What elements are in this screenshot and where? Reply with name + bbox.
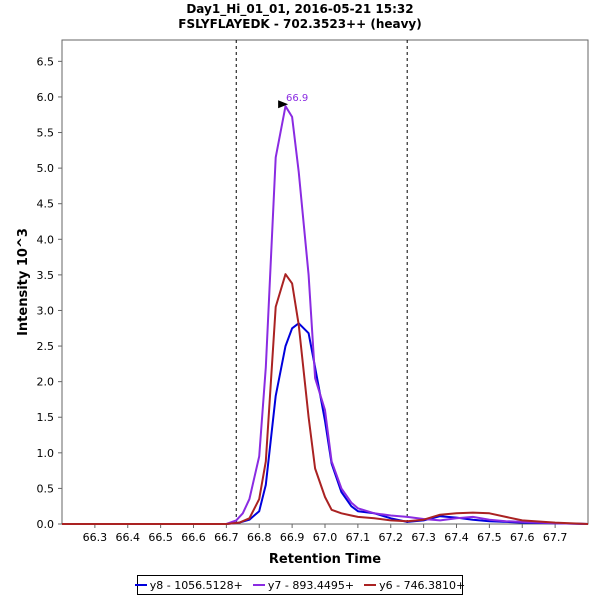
y-tick-label: 5.0	[37, 162, 55, 175]
y-tick-label: 1.0	[37, 447, 55, 460]
legend-swatch	[252, 584, 265, 586]
legend-swatch	[134, 584, 147, 586]
x-tick-label: 67.3	[411, 531, 436, 544]
y-tick-label: 3.0	[37, 304, 55, 317]
x-tick-label: 66.6	[181, 531, 206, 544]
series-line-y6	[62, 273, 589, 525]
integration-boundaries	[235, 40, 408, 524]
x-tick-label: 66.4	[116, 531, 141, 544]
x-tick-label: 67.1	[346, 531, 371, 544]
x-tick-label: 66.9	[280, 531, 305, 544]
y-tick-label: 4.5	[37, 198, 55, 211]
y-axis: 0.0 0.5 1.0 1.5 2.0 2.5 3.0 3.5 4.0 4.5 5.0 5.5 6.0 6…	[37, 55, 62, 531]
x-tick-label: 67.5	[477, 531, 502, 544]
chart-legend: y8 - 1056.5128+ y7 - 893.4495+ y6 - 746.38…	[134, 575, 465, 595]
x-tick-label: 66.3	[83, 531, 108, 544]
series-lines	[62, 105, 589, 525]
y-tick-label: 0.0	[37, 518, 55, 531]
legend-label: y7 - 893.4495+	[267, 578, 355, 592]
legend-label: y8 - 1056.5128+	[149, 578, 243, 592]
y-tick-label: 1.5	[37, 411, 55, 424]
y-tick-label: 6.0	[37, 91, 55, 104]
peak-label: 66.9	[286, 93, 308, 104]
x-tick-label: 66.8	[247, 531, 272, 544]
chart-subtitle: FSLYFLAYEDK - 702.3523++ (heavy)	[178, 17, 421, 31]
legend-item: y7 - 893.4495+	[252, 578, 355, 592]
y-tick-label: 3.5	[37, 269, 55, 282]
y-tick-label: 2.0	[37, 376, 55, 389]
x-tick-label: 67.0	[313, 531, 338, 544]
x-tick-label: 67.6	[510, 531, 535, 544]
plot-area	[61, 39, 589, 525]
y-tick-label: 0.5	[37, 482, 55, 495]
y-tick-label: 5.5	[37, 127, 55, 140]
x-tick-label: 67.2	[379, 531, 404, 544]
chart-canvas: Day1_Hi_01_01, 2016-05-21 15:32 FSLYFLAY…	[16, 2, 589, 567]
y-tick-label: 4.0	[37, 233, 55, 246]
peak-arrow-icon	[278, 100, 289, 109]
x-tick-label: 67.4	[444, 531, 469, 544]
x-tick-label: 66.7	[214, 531, 239, 544]
x-axis-label: Retention Time	[269, 552, 381, 567]
legend-item: y8 - 1056.5128+	[134, 578, 243, 592]
y-axis-label: Intensity 10^3	[16, 228, 31, 336]
x-axis: 66.3 66.4 66.5 66.6 66.7 66.8 66.9 67.0 67.1 67.2…	[83, 524, 568, 544]
peak-annotation: 66.9	[278, 93, 308, 109]
legend-label: y6 - 746.3810+	[379, 578, 466, 592]
legend-swatch	[364, 584, 377, 586]
legend-item: y6 - 746.3810+	[364, 579, 465, 592]
x-tick-label: 67.7	[543, 531, 568, 544]
y-tick-label: 2.5	[37, 340, 55, 353]
chart-title: Day1_Hi_01_01, 2016-05-21 15:32	[186, 2, 413, 17]
x-tick-label: 66.5	[148, 531, 173, 544]
y-tick-label: 6.5	[37, 55, 55, 68]
series-line-y7	[62, 105, 589, 525]
